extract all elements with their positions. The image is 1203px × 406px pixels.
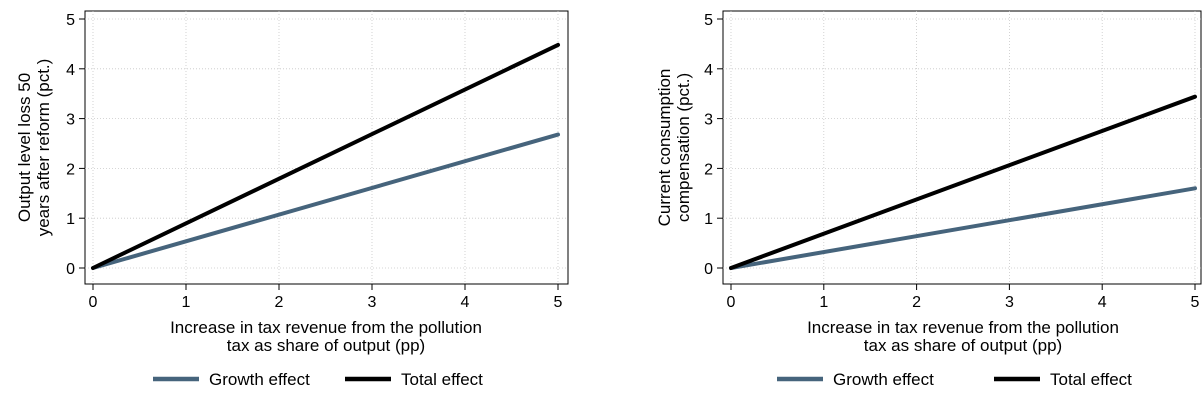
chart-2-x-tick-label-5: 5 [1191,294,1200,311]
chart-2-x-axis-title-line-1: Increase in tax revenue from the polluti… [807,318,1119,337]
chart-1-y-tick-label-1: 1 [66,211,75,228]
chart-2-legend: Growth effect Total effect [777,370,1132,389]
chart-2-legend-label-1: Growth effect [833,370,934,389]
chart-2-y-tick-label-4: 4 [704,62,713,79]
chart-1-legend: Growth effect Total effect [153,370,483,389]
chart-2-y-axis-title-line-1: Current consumption [655,69,674,227]
chart-1-panel: 0 1 2 3 4 5 0 1 2 3 4 5 Output level loss 50years af… [15,10,569,389]
chart-2-plot-area [722,10,1202,285]
chart-1-y-axis-title: Output level loss 50years after reform (… [15,59,53,237]
chart-1-x-tick-label-5: 5 [554,294,563,311]
chart-2-x-tick-label-4: 4 [1098,294,1107,311]
chart-1-x-tick-label-0: 0 [89,294,98,311]
chart-1-y-tick-label-2: 2 [66,161,75,178]
chart-1-y-tick-label-3: 3 [66,112,75,129]
chart-2-legend-label-2: Total effect [1050,370,1132,389]
chart-1-x-tick-label-1: 1 [182,294,191,311]
chart-1-x-axis-title-line-2: tax as share of output (pp) [227,336,425,355]
chart-1-x-tick-label-2: 2 [275,294,284,311]
chart-1-y-tick-label-5: 5 [66,12,75,29]
chart-1-plot-area [84,10,569,285]
chart-1-legend-label-2: Total effect [401,370,483,389]
chart-2-x-tick-label-3: 3 [1005,294,1014,311]
chart-2-x-axis-title-line-2: tax as share of output (pp) [864,336,1062,355]
chart-1-series-total-effect-line [91,42,560,270]
chart-1-y-axis-title-line-1: Output level loss 50 [15,73,34,222]
chart-2-y-axis-title: Current consumptioncompensation (pct.) [655,69,693,227]
chart-1-x-tick-label-3: 3 [368,294,377,311]
chart-2-series-growth-effect-line [729,186,1197,270]
chart-2-y-tick-label-3: 3 [704,112,713,129]
chart-2-y-tick-label-0: 0 [704,261,713,278]
chart-1-y-tick-label-4: 4 [66,62,75,79]
chart-1-x-tick-label-4: 4 [461,294,470,311]
chart-2-x-tick-label-0: 0 [727,294,736,311]
chart-2-x-tick-label-2: 2 [912,294,921,311]
chart-1-y-axis-title-line-2: years after reform (pct.) [34,59,53,237]
chart-2-y-tick-label-1: 1 [704,211,713,228]
chart-2-y-tick-label-2: 2 [704,161,713,178]
chart-2-y-axis-title-line-2: compensation (pct.) [674,73,693,222]
chart-1-legend-label-1: Growth effect [209,370,310,389]
chart-1-series-growth-effect-line [91,132,560,270]
chart-2-y-tick-label-5: 5 [704,12,713,29]
chart-2-panel: 0 1 2 3 4 5 0 1 2 3 4 5 Current consumptioncompensat… [655,10,1202,389]
chart-2-series-total-effect-line [729,94,1197,270]
chart-1-y-tick-label-0: 0 [66,261,75,278]
chart-2-x-tick-label-1: 1 [819,294,828,311]
chart-1-x-axis-title-line-1: Increase in tax revenue from the polluti… [170,318,482,337]
